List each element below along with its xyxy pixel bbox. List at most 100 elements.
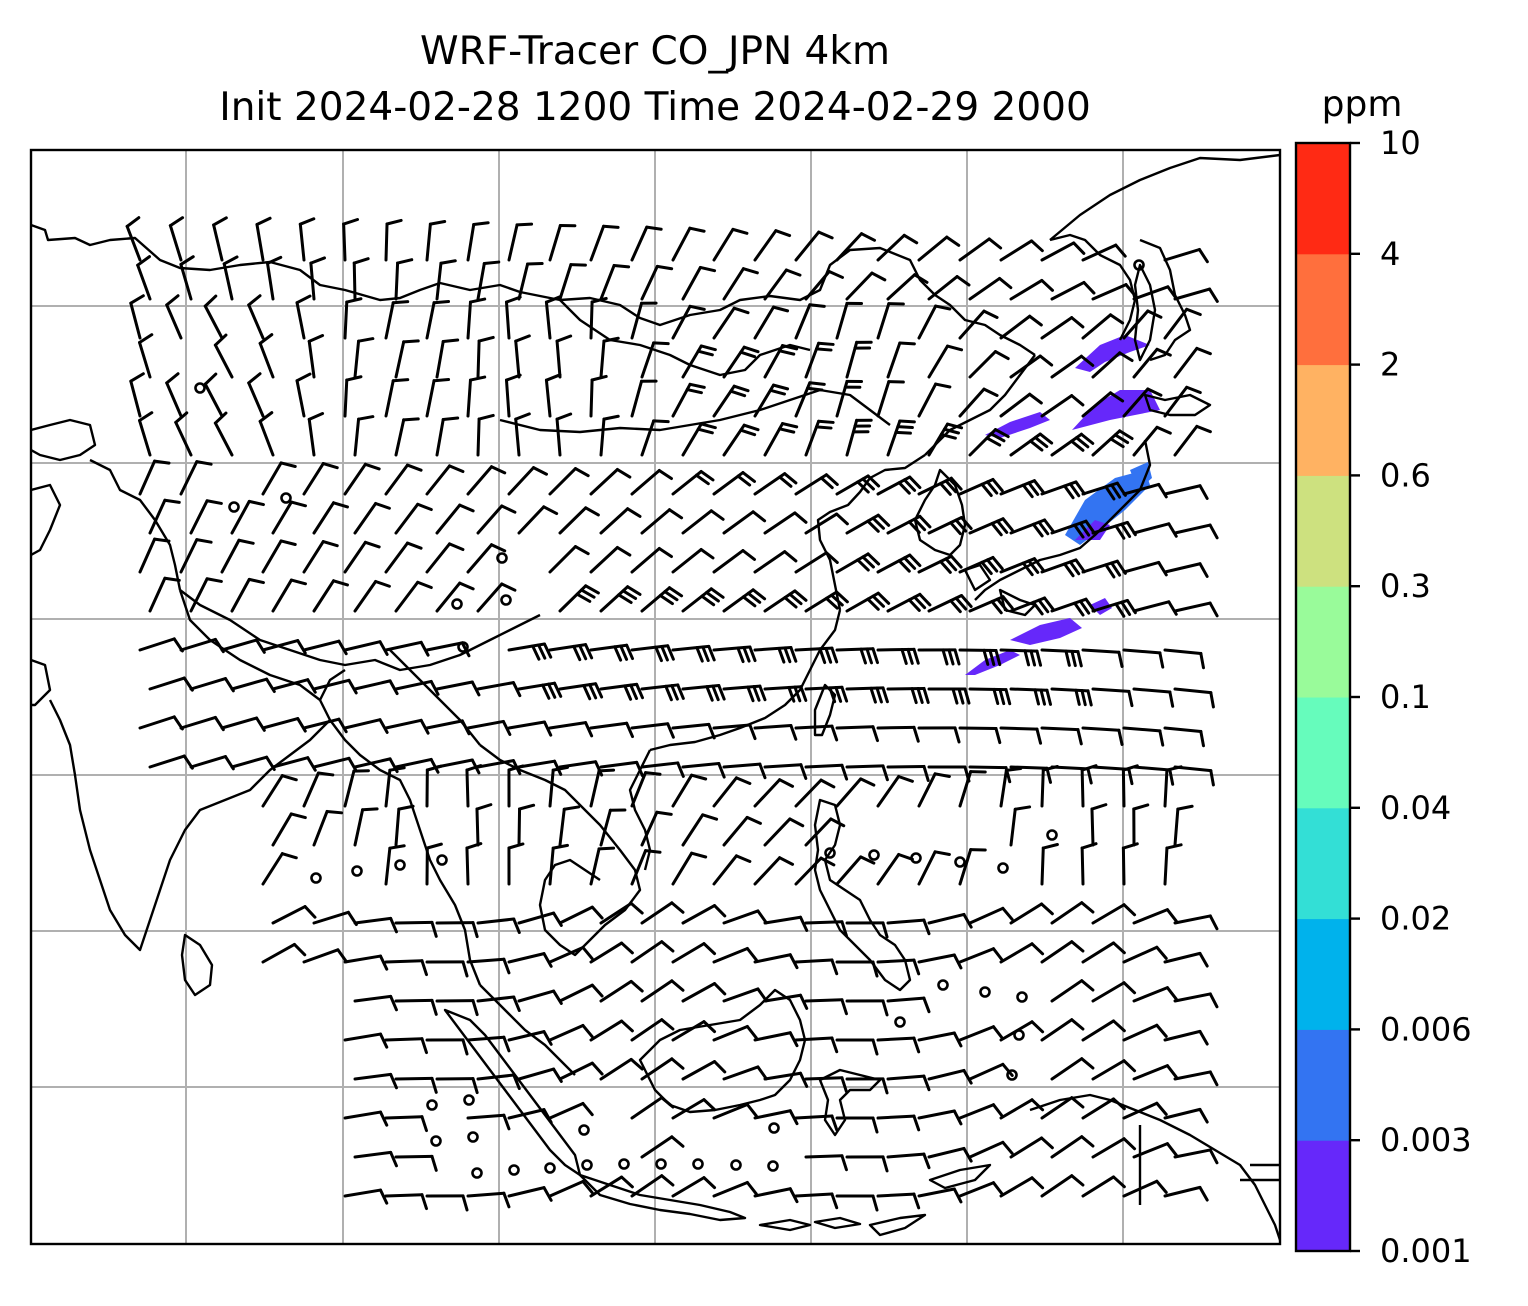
wind-barb-feather [789, 646, 798, 663]
wind-barb-feather [778, 778, 795, 788]
wind-barb [1009, 902, 1044, 925]
wind-barb [835, 232, 864, 262]
wind-barb [886, 273, 917, 301]
wind-barb [343, 1188, 383, 1198]
wind-barb-feather [590, 1061, 604, 1076]
colorbar-tick-label: 0.001 [1380, 1232, 1472, 1270]
wind-barb [271, 812, 293, 847]
wind-barb-feather [461, 1194, 469, 1212]
wind-barb [630, 379, 644, 418]
wind-barb [876, 725, 916, 730]
wind-barb [476, 1073, 516, 1081]
wind-barb-feather [900, 648, 908, 665]
colorbar-segment [1296, 1029, 1350, 1141]
wind-barb-feather [1112, 1175, 1126, 1189]
wind-barb-feather [617, 593, 633, 604]
wind-barb [794, 778, 823, 808]
wind-barb-feather [125, 216, 141, 228]
wind-barb-feather [949, 521, 962, 536]
colorbar-segment [1296, 143, 1350, 255]
wind-barb-feather [1037, 520, 1050, 536]
wind-barb [630, 722, 670, 730]
wind-barb-feather [1155, 425, 1172, 435]
wind-barb-feather [551, 843, 569, 850]
wind-barb-feather [292, 942, 307, 957]
wind-barb [517, 759, 557, 769]
wind-barb-feather [799, 763, 808, 780]
wind-barb [599, 507, 630, 535]
wind-barb-feather [458, 503, 475, 513]
colorbar-tick-label: 2 [1380, 346, 1400, 384]
wind-barb [555, 339, 562, 379]
wind-barb-feather [987, 237, 1003, 250]
wind-barb [394, 502, 420, 535]
wind-barb-feather [742, 423, 760, 432]
wind-barb-feather [793, 511, 808, 524]
wind-barb [203, 382, 224, 418]
wind-barb [1122, 648, 1162, 655]
wind-barb [384, 222, 389, 262]
wind-barb-feather [1033, 688, 1041, 706]
wind-barb-feather [378, 640, 389, 656]
wind-barb-feather [957, 687, 965, 705]
wind-barb-feather [1165, 908, 1178, 923]
wind-barb-feather [542, 952, 553, 968]
wind-barb [753, 1109, 792, 1120]
wind-barb-feather [165, 294, 180, 307]
wind-barb [476, 917, 516, 925]
wind-barb-feather [136, 255, 151, 267]
wind-barb [1091, 1059, 1126, 1081]
wind-barb [507, 952, 546, 964]
wind-barb [258, 341, 275, 379]
wind-barb-feather [871, 594, 885, 608]
wind-barb-feather [922, 1152, 931, 1170]
wind-barb [302, 717, 341, 730]
wind-barb [476, 995, 516, 1003]
wind-barb [968, 765, 1008, 770]
wind-barb-feather [860, 232, 877, 242]
wind-barb [466, 719, 505, 730]
wind-barb-feather [396, 258, 414, 265]
wind-barb-feather [1114, 524, 1126, 540]
wind-barb-feather [507, 764, 525, 772]
wind-barb [174, 420, 193, 457]
wind-barb [1132, 765, 1172, 772]
wind-barb-feather [507, 842, 525, 850]
wind-barb-feather [688, 226, 706, 233]
wind-barb [261, 539, 283, 574]
wind-barb-feather [1114, 243, 1127, 258]
wind-barb-feather [363, 462, 381, 471]
wind-barb-feather [1068, 482, 1081, 498]
wind-barb [165, 303, 183, 340]
wind-barb [753, 229, 778, 262]
wind-barb-feather [1030, 1098, 1045, 1112]
wind-barb-feather [594, 682, 604, 699]
wind-barb [136, 263, 152, 301]
wind-barb-feather [788, 1109, 799, 1126]
wind-barb-feather [736, 474, 752, 487]
wind-barb [465, 768, 470, 808]
wind-barb-feather [500, 504, 517, 514]
wind-barb [220, 638, 259, 652]
wind-barb-feather [840, 1076, 848, 1094]
wind-barb [917, 953, 956, 964]
wind-barb-feather [913, 273, 929, 284]
wind-barb-feather [1132, 803, 1150, 811]
wind-barb [466, 300, 472, 340]
wind-barb-feather [279, 539, 297, 546]
wind-barb-feather [902, 478, 917, 492]
wind-barb-feather [501, 719, 512, 736]
wind-barb-feather [876, 513, 891, 527]
wind-barb-feather [602, 224, 620, 229]
wind-barb-feather [784, 268, 802, 277]
wind-barb-feather [1080, 842, 1098, 850]
wind-barb-feather [824, 473, 839, 486]
wind-barb-feather [465, 764, 483, 772]
wind-barb-feather [163, 498, 181, 504]
wind-barb-feather [1027, 559, 1040, 574]
wind-barb [475, 807, 480, 847]
wind-barb-feather [922, 764, 930, 782]
wind-barb [261, 774, 284, 808]
wind-barb [794, 551, 828, 574]
wind-barb [343, 378, 349, 418]
